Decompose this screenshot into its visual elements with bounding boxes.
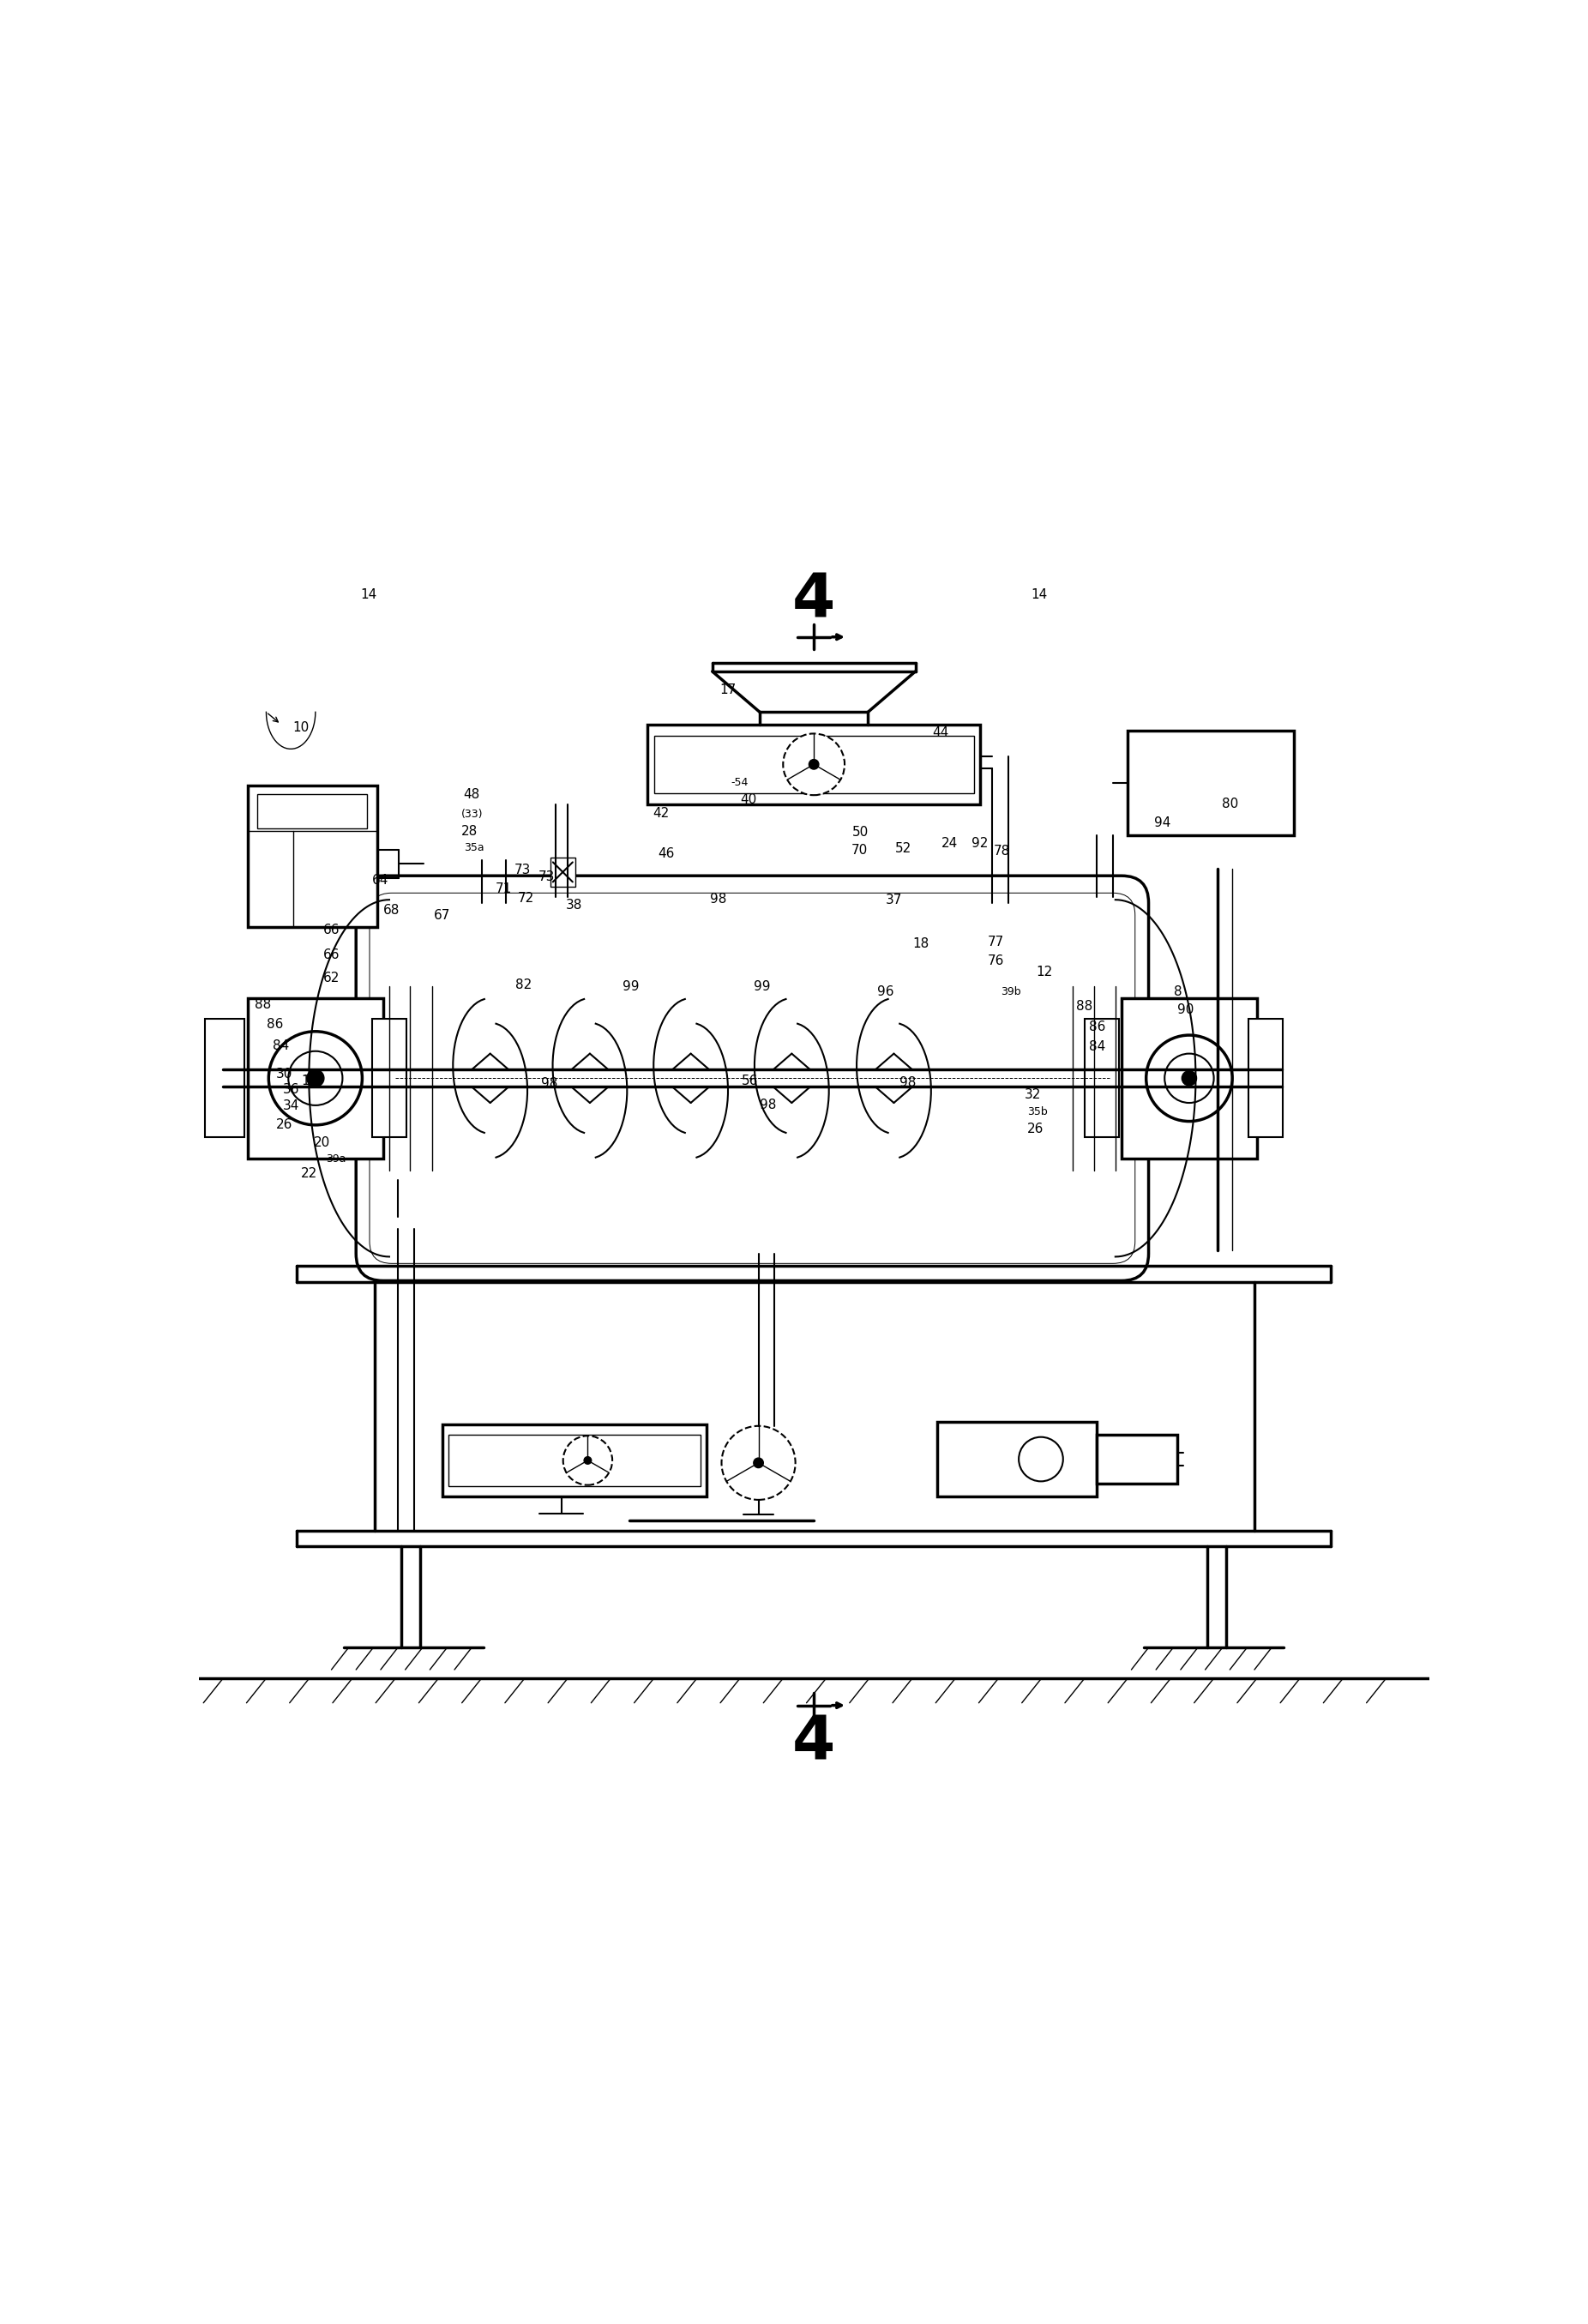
Bar [248, 786, 376, 927]
Text: 71: 71 [495, 883, 511, 895]
Text: 90: 90 [1177, 1004, 1194, 1016]
Circle shape [1147, 1034, 1232, 1120]
Text: 35a: 35a [464, 841, 484, 853]
Text: 77: 77 [988, 937, 1004, 948]
Circle shape [808, 760, 819, 769]
FancyBboxPatch shape [356, 876, 1148, 1281]
Text: 48: 48 [464, 788, 480, 802]
Text: 96: 96 [877, 985, 894, 997]
Circle shape [268, 1032, 362, 1125]
Text: 8: 8 [1174, 985, 1181, 997]
Bar [1127, 730, 1294, 834]
Circle shape [1181, 1071, 1197, 1085]
Text: (33): (33) [461, 809, 483, 820]
Text: 26: 26 [1027, 1122, 1043, 1136]
Text: 62: 62 [322, 971, 340, 985]
Text: 14: 14 [360, 588, 376, 602]
Text: 70: 70 [851, 844, 867, 855]
Text: 37: 37 [886, 895, 902, 906]
Text: 34: 34 [283, 1099, 299, 1113]
Bar [1248, 1020, 1283, 1136]
Text: 68: 68 [383, 904, 400, 916]
Circle shape [564, 1436, 613, 1485]
Text: 35b: 35b [1027, 1106, 1048, 1118]
Text: 4: 4 [792, 1713, 835, 1771]
Bar [248, 999, 383, 1157]
Bar [551, 858, 575, 888]
Bar [257, 795, 367, 827]
Text: 92: 92 [972, 837, 988, 851]
Circle shape [754, 1457, 764, 1469]
Text: 67: 67 [434, 909, 451, 923]
Text: 66: 66 [322, 923, 340, 937]
Text: 40: 40 [740, 792, 757, 806]
Text: 10: 10 [292, 723, 310, 734]
FancyBboxPatch shape [370, 892, 1135, 1264]
Bar [372, 1020, 407, 1136]
Bar [1097, 1434, 1177, 1483]
Bar [937, 1422, 1097, 1497]
Text: 36: 36 [283, 1083, 299, 1097]
Text: 44: 44 [932, 727, 950, 739]
Circle shape [289, 1050, 343, 1106]
Text: 4: 4 [792, 569, 835, 630]
Circle shape [306, 1069, 324, 1088]
Circle shape [1164, 1053, 1213, 1104]
Text: 86: 86 [1089, 1020, 1105, 1034]
Circle shape [783, 734, 845, 795]
Text: 84: 84 [1089, 1041, 1105, 1053]
Text: -54: -54 [730, 776, 750, 788]
Text: 76: 76 [988, 955, 1004, 967]
Text: 24: 24 [942, 837, 958, 851]
Text: 14: 14 [1031, 588, 1048, 602]
Circle shape [721, 1427, 796, 1499]
Bar [448, 1434, 700, 1487]
Text: 12: 12 [1035, 964, 1053, 978]
Text: 26: 26 [276, 1118, 292, 1132]
Circle shape [1019, 1436, 1062, 1480]
Text: 16: 16 [302, 1076, 318, 1088]
Text: 99: 99 [754, 981, 770, 992]
Text: 82: 82 [515, 978, 532, 992]
Text: 84: 84 [273, 1039, 289, 1053]
Text: 18: 18 [913, 937, 929, 951]
Bar [441, 1425, 707, 1497]
Text: 39a: 39a [326, 1153, 346, 1164]
Text: 78: 78 [994, 844, 1010, 858]
Text: 73: 73 [538, 872, 556, 883]
Text: 56: 56 [742, 1076, 757, 1088]
Text: 86: 86 [267, 1018, 283, 1032]
Text: 88: 88 [1077, 999, 1093, 1013]
Text: 66: 66 [322, 948, 340, 960]
Text: 30: 30 [276, 1067, 292, 1081]
Text: 64: 64 [372, 874, 389, 888]
Text: 94: 94 [1154, 816, 1170, 830]
Text: 80: 80 [1221, 797, 1239, 811]
Bar [648, 725, 980, 804]
Text: 98: 98 [761, 1099, 777, 1111]
Text: 42: 42 [653, 806, 670, 820]
Text: 46: 46 [657, 848, 675, 860]
Bar [205, 1020, 245, 1136]
Text: 17: 17 [719, 683, 735, 697]
Text: 88: 88 [254, 999, 270, 1011]
Text: 38: 38 [565, 899, 583, 911]
Text: 98: 98 [710, 892, 726, 906]
Text: 52: 52 [896, 841, 912, 855]
Text: 50: 50 [853, 827, 869, 839]
Bar [654, 734, 973, 792]
Bar [1085, 1020, 1120, 1136]
Text: 32: 32 [1024, 1088, 1042, 1102]
Text: 72: 72 [518, 892, 534, 904]
Text: 28: 28 [461, 825, 478, 839]
Text: 22: 22 [302, 1167, 318, 1181]
Circle shape [584, 1457, 591, 1464]
Text: 98: 98 [899, 1076, 916, 1090]
Text: 73: 73 [515, 862, 530, 876]
Bar [1121, 999, 1258, 1157]
Text: 98: 98 [542, 1078, 557, 1090]
Text: 20: 20 [313, 1136, 330, 1150]
Text: 39b: 39b [1000, 985, 1021, 997]
Text: 99: 99 [622, 981, 638, 992]
